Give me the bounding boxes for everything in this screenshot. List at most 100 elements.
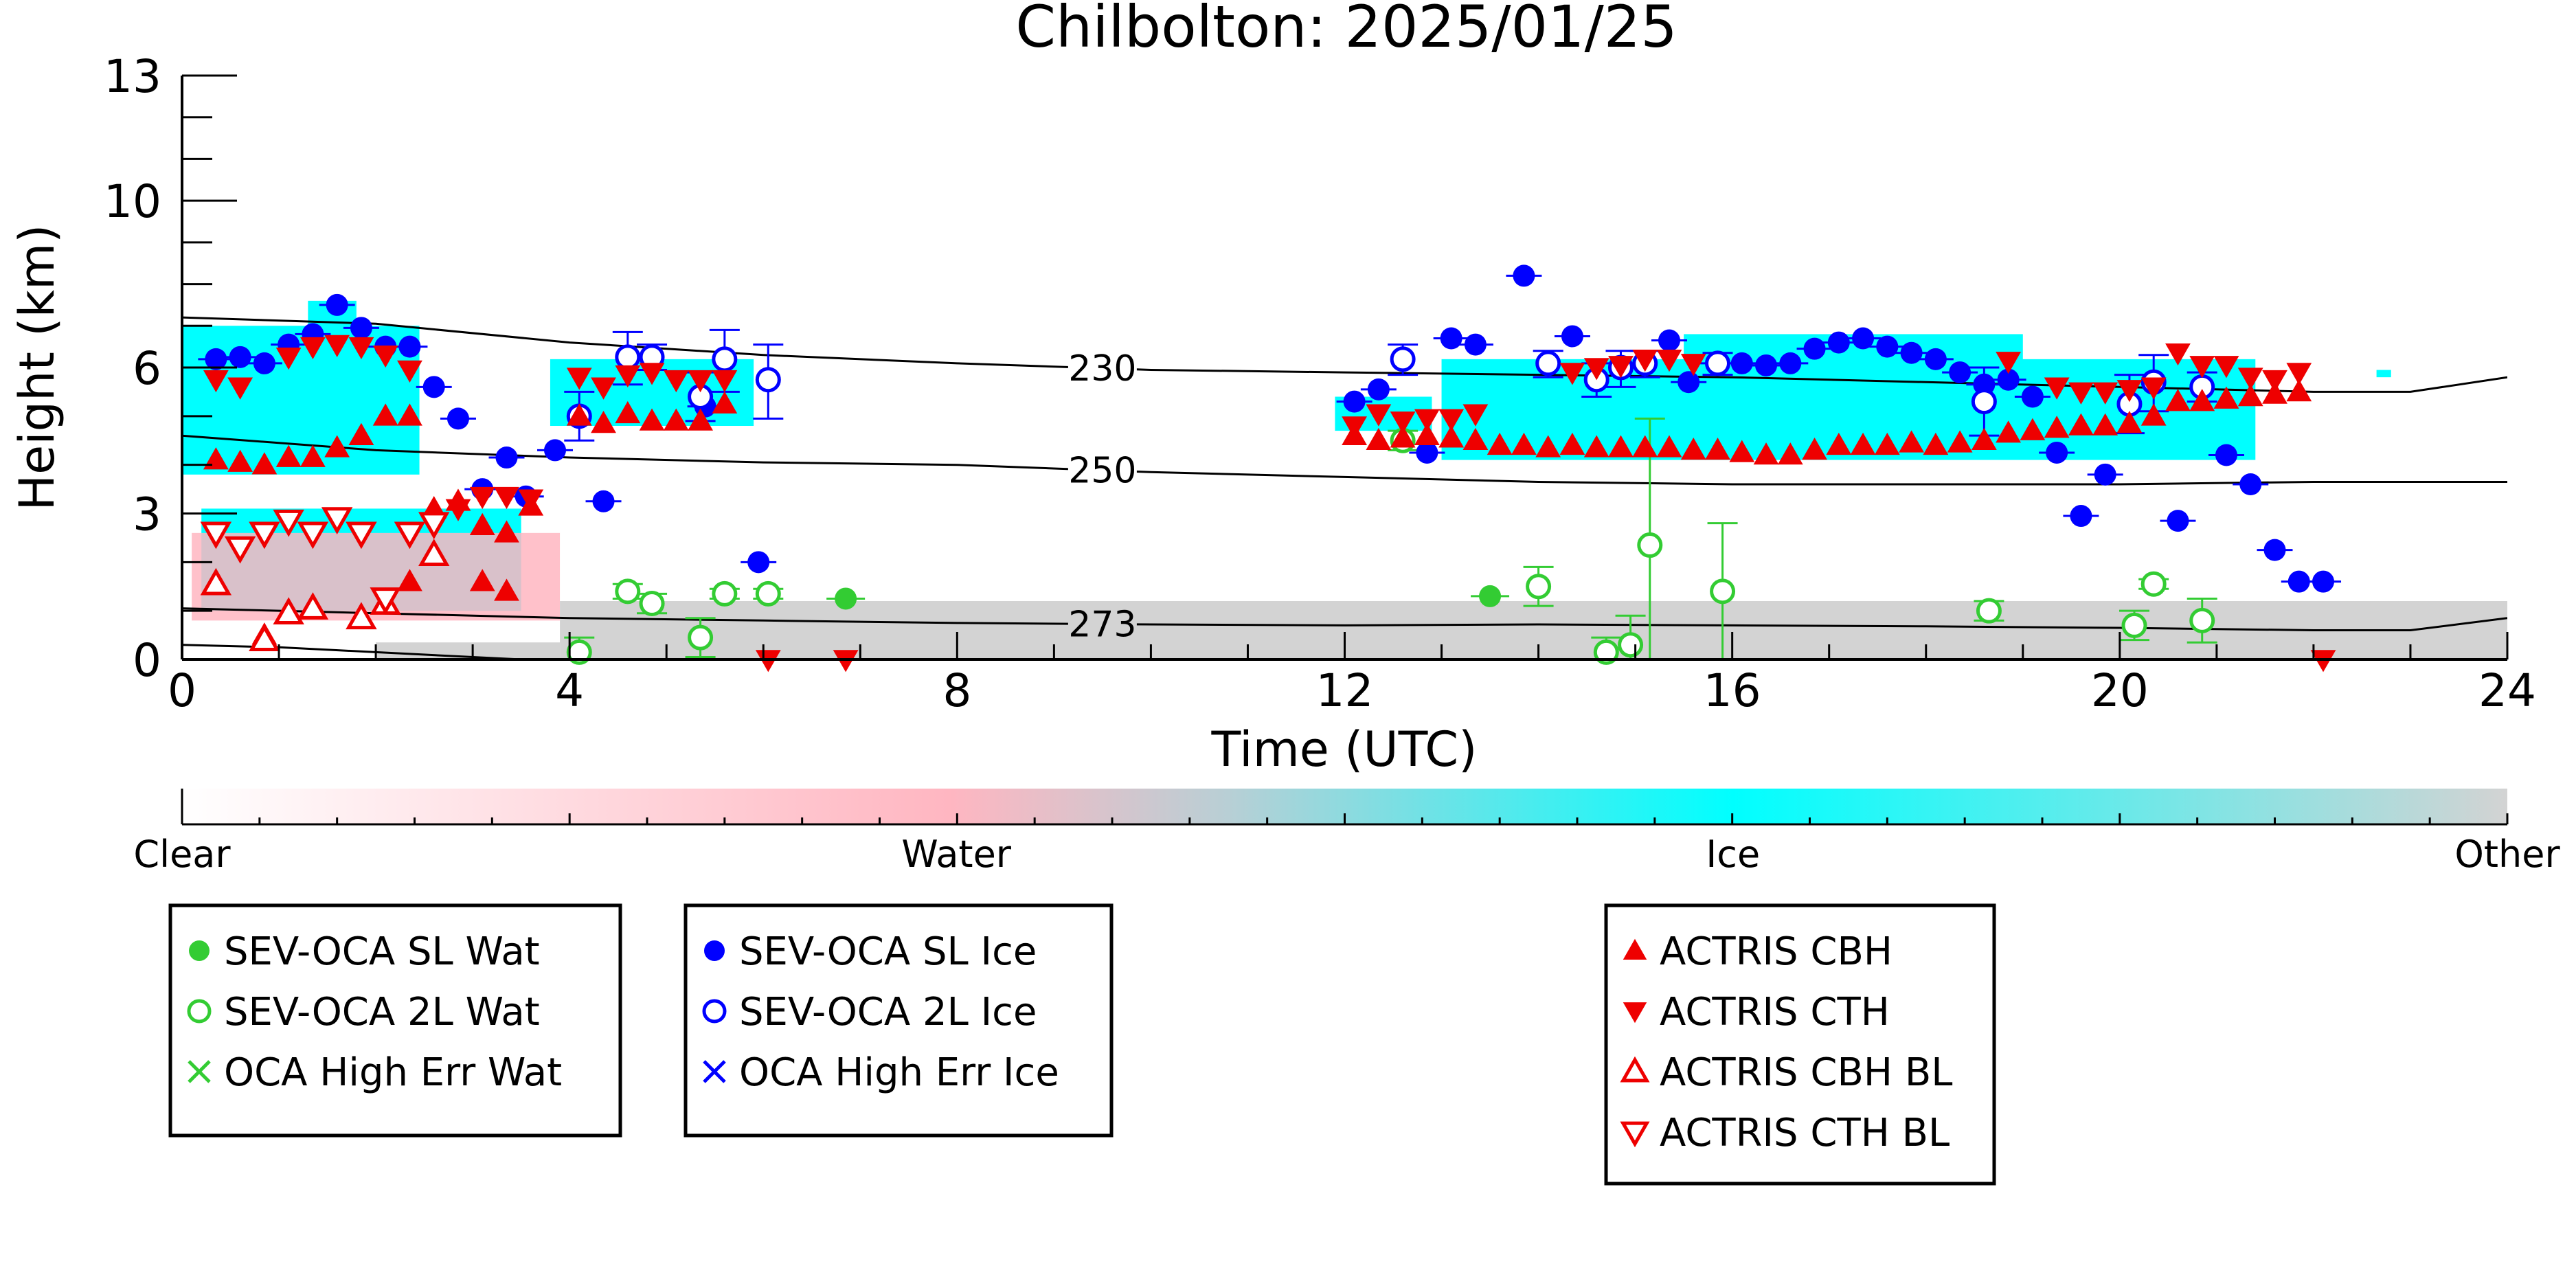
marker-sev-oca-sl-ice	[747, 551, 770, 574]
marker-sev-oca-2l-wat	[2189, 607, 2215, 633]
marker-sev-oca-2l-ice	[1705, 350, 1731, 376]
legend-marker	[703, 1060, 726, 1083]
marker-actris-cth	[2140, 377, 2167, 400]
marker-sev-oca-2l-wat	[755, 580, 781, 607]
marker-sev-oca-sl-ice	[350, 317, 372, 339]
marker-sev-oca-2l-wat	[2121, 612, 2147, 638]
marker-sev-oca-sl-ice	[1416, 441, 1438, 464]
legend-label: ACTRIS CBH	[1660, 929, 1893, 974]
marker-sev-oca-sl-ice	[1949, 361, 1971, 384]
marker-actris-cth	[566, 368, 592, 390]
marker-actris-cbh	[615, 400, 641, 424]
marker-actris-cbh	[1656, 435, 1682, 457]
marker-sev-oca-sl-ice	[1343, 390, 1366, 413]
marker-sev-oca-sl-ice	[422, 376, 445, 398]
marker-actris-cbh-bl	[200, 567, 232, 596]
marker-actris-cbh	[2213, 386, 2239, 409]
marker-sev-oca-sl-ice	[592, 490, 615, 512]
marker-actris-cbh	[1462, 427, 1489, 451]
x-tick-label: 12	[1316, 664, 1374, 717]
marker-actris-cth	[755, 650, 781, 673]
marker-actris-cth	[1656, 350, 1682, 372]
marker-actris-cth	[2068, 382, 2094, 405]
marker-actris-cth	[2310, 650, 2336, 673]
contour-label-bg	[1067, 603, 1137, 642]
marker-actris-cbh	[1899, 430, 1924, 453]
legend-box	[683, 903, 1114, 1138]
marker-actris-cbh	[469, 569, 495, 591]
marker-actris-cth	[518, 489, 544, 512]
marker-sev-oca-2l-ice	[1971, 389, 1997, 415]
legend-label: SEV-OCA 2L Ice	[739, 990, 1037, 1035]
marker-actris-cth	[2213, 356, 2239, 379]
legend-label: OCA High Err Ice	[739, 1050, 1059, 1095]
colorbar-label: Clear	[133, 833, 231, 876]
marker-actris-cbh-bl	[273, 597, 304, 625]
marker-sev-oca-sl-ice	[544, 439, 567, 462]
y-axis-label: Height (km)	[9, 225, 65, 511]
legend-marker	[189, 940, 210, 961]
marker-actris-cth	[2092, 382, 2119, 405]
marker-actris-cth	[712, 370, 738, 393]
marker-sev-oca-2l-ice	[1390, 346, 1416, 372]
marker-actris-cbh	[1729, 440, 1755, 462]
marker-actris-cth-bl	[297, 521, 329, 550]
marker-actris-cbh	[1971, 427, 1997, 451]
marker-sev-oca-sl-ice	[2021, 385, 2044, 408]
marker-sev-oca-sl-ice	[1803, 337, 1826, 360]
marker-actris-cbh	[1414, 422, 1440, 445]
marker-actris-cth-bl	[224, 536, 256, 564]
legend-marker	[1620, 1121, 1650, 1148]
marker-actris-cth	[1608, 356, 1634, 379]
marker-sev-oca-sl-ice	[326, 293, 348, 316]
marker-sev-oca-sl-ice	[1973, 373, 1996, 396]
marker-actris-cbh	[397, 569, 422, 591]
x-tick-label: 4	[555, 664, 584, 717]
data-markers	[200, 264, 2336, 673]
legend-label: SEV-OCA SL Wat	[224, 929, 540, 974]
marker-actris-cth	[1414, 409, 1440, 431]
marker-sev-oca-sl-ice	[253, 352, 275, 374]
marker-actris-cth	[275, 348, 302, 370]
marker-actris-cbh	[494, 578, 519, 601]
marker-actris-cth	[2237, 368, 2263, 390]
marker-sev-oca-sl-ice	[1730, 352, 1753, 374]
legend-marker	[702, 999, 727, 1024]
marker-actris-cth	[1996, 352, 2022, 374]
marker-sev-oca-sl-ice	[2215, 444, 2237, 466]
marker-actris-cth	[2189, 356, 2215, 379]
marker-sev-oca-sl-ice	[1900, 341, 1923, 364]
chart-title: Chilbolton: 2025/01/25	[1015, 0, 1677, 60]
marker-actris-cbh	[688, 408, 713, 431]
marker-actris-cbh	[1777, 442, 1803, 465]
contour-labels: 230 250 273	[1067, 347, 1137, 645]
marker-sev-oca-sl-wat	[835, 587, 857, 610]
marker-sev-oca-sl-ice	[2287, 570, 2310, 593]
marker-actris-cth	[1438, 409, 1465, 431]
marker-actris-cth	[1632, 350, 1658, 372]
legend-marker	[704, 940, 725, 961]
marker-actris-cth	[203, 370, 229, 393]
contour-label: 250	[1068, 451, 1136, 492]
marker-actris-cbh	[2020, 418, 2046, 440]
marker-sev-oca-sl-ice	[495, 447, 518, 469]
marker-sev-oca-2l-wat	[1593, 639, 1619, 665]
marker-sev-oca-2l-ice	[755, 367, 781, 393]
cloud-region-ice	[2376, 370, 2391, 378]
marker-actris-cbh	[2044, 416, 2070, 438]
marker-actris-cbh	[227, 449, 253, 472]
marker-actris-cbh	[251, 452, 278, 475]
y-tick-label: 0	[133, 634, 161, 687]
marker-actris-cbh	[2068, 413, 2094, 436]
colorbar-label: Other	[2454, 833, 2560, 876]
marker-actris-cbh	[1559, 432, 1585, 455]
marker-sev-oca-2l-wat	[1618, 632, 1644, 658]
marker-actris-cbh	[324, 435, 350, 457]
marker-actris-cth	[833, 650, 859, 673]
marker-actris-cbh-bl	[418, 539, 450, 567]
marker-sev-oca-sl-ice	[1755, 354, 1778, 376]
x-tick-label: 16	[1704, 664, 1761, 717]
marker-actris-cbh	[1923, 432, 1949, 455]
marker-sev-oca-sl-ice	[1827, 331, 1850, 354]
